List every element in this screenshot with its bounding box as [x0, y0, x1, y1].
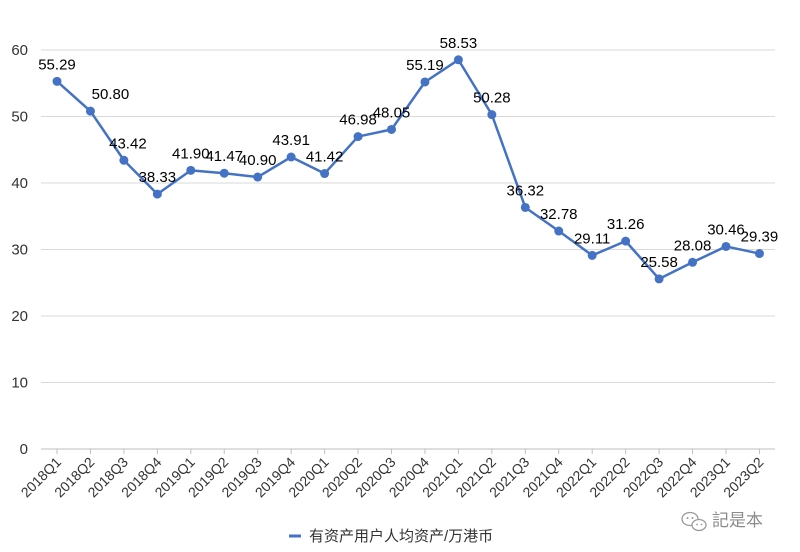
series-line-layer [56, 58, 760, 281]
y-tick-label: 50 [11, 109, 28, 126]
y-axis-ticks: 0 10 20 30 40 50 60 [11, 42, 28, 458]
y-tick-label: 40 [11, 175, 28, 192]
data-label: 55.29 [38, 56, 76, 73]
data-label: 50.80 [92, 86, 130, 103]
y-tick-label: 10 [11, 375, 28, 392]
data-label: 41.42 [306, 149, 344, 166]
y-tick-label: 30 [11, 242, 28, 259]
y-tick-label: 60 [11, 42, 28, 59]
data-label: 36.32 [507, 182, 545, 199]
data-label: 55.19 [406, 57, 444, 74]
data-point [186, 165, 196, 175]
data-label: 46.98 [339, 112, 377, 129]
data-label: 43.42 [109, 135, 147, 152]
data-point [119, 155, 129, 165]
series-points [52, 55, 764, 284]
data-point [387, 124, 396, 134]
legend-label: 有资产用户人均资产/万港币 [309, 528, 493, 545]
data-point [420, 77, 430, 87]
legend: 有资产用户人均资产/万港币 [289, 528, 493, 545]
data-label: 32.78 [540, 206, 578, 223]
data-label: 25.58 [640, 254, 678, 271]
data-label: 50.28 [473, 90, 511, 107]
watermark-text: 記是本 [712, 511, 763, 530]
data-point [320, 169, 330, 179]
data-label: 29.11 [574, 230, 610, 247]
data-point [253, 172, 263, 182]
data-point [487, 110, 497, 120]
data-label: 40.90 [239, 152, 277, 169]
data-point [688, 257, 698, 267]
data-label: 41.90 [172, 145, 210, 162]
data-point [754, 249, 764, 259]
data-label: 30.46 [707, 221, 745, 238]
watermark: 記是本 [681, 511, 763, 532]
grid-lines [41, 49, 775, 450]
data-point [52, 76, 62, 86]
data-point [453, 55, 463, 65]
data-point [554, 226, 564, 236]
y-tick-label: 0 [20, 441, 28, 458]
y-tick-label: 20 [11, 308, 28, 325]
data-point [621, 236, 631, 246]
data-point [587, 250, 597, 260]
data-label: 38.33 [139, 169, 177, 186]
data-label: 58.53 [440, 35, 478, 52]
series-line [56, 58, 760, 281]
data-label: 29.39 [741, 229, 779, 246]
data-label: 28.08 [674, 237, 712, 254]
data-point [219, 168, 229, 178]
wechat-icon [681, 511, 707, 532]
data-point [286, 152, 296, 162]
data-point [152, 189, 162, 199]
data-label: 48.05 [373, 104, 411, 121]
data-point [520, 202, 530, 212]
data-point [721, 241, 731, 251]
data-label: 43.91 [272, 132, 310, 149]
data-point [353, 132, 363, 142]
x-axis-ticks: 2018Q12018Q22018Q32018Q42019Q12019Q22019… [18, 449, 767, 500]
data-label: 31.26 [607, 216, 645, 233]
data-point [85, 106, 95, 116]
data-label: 41.47 [205, 148, 243, 165]
data-point [654, 274, 664, 284]
